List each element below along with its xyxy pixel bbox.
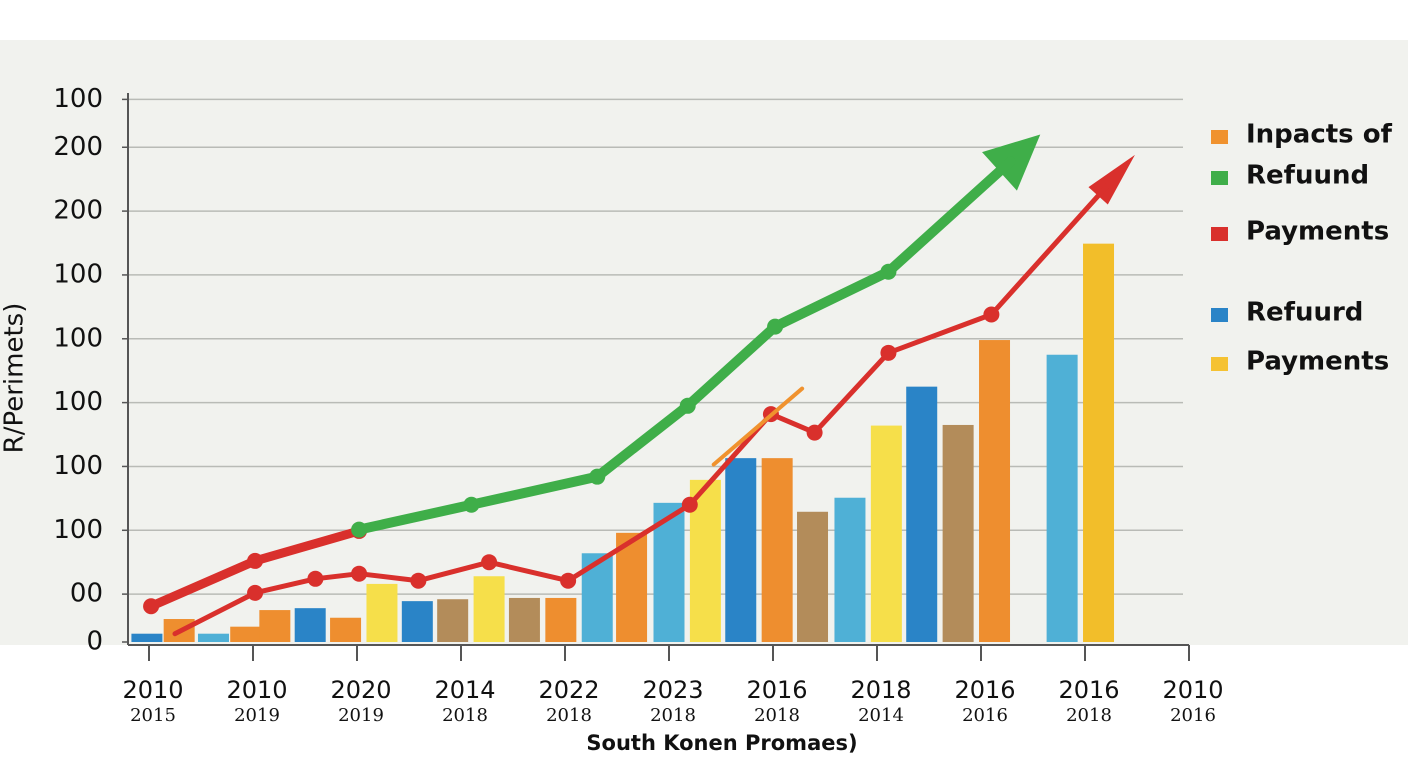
line-marker [560,572,577,589]
x-tick-sublabel: 2018 [442,705,488,726]
legend-swatch [1211,130,1228,144]
line-marker [247,552,264,569]
bar [797,511,829,642]
bar [725,458,757,642]
x-tick-label: 2010 [1162,676,1223,704]
line-marker [351,521,368,538]
line-marker [410,572,427,589]
bar [437,599,469,642]
y-tick-label: 100 [53,84,103,114]
bar [330,617,362,642]
bar [473,576,505,642]
bar [508,597,540,642]
x-tick-sublabel: 2019 [338,705,384,726]
x-tick-sublabel: 2016 [1170,705,1216,726]
x-axis-title: South Konen Promaes) [586,731,857,755]
bar [834,497,866,642]
y-tick-label: 100 [53,387,103,417]
y-tick-label: 100 [53,323,103,353]
bar [294,608,326,642]
y-axis-title: R/Perimets) [0,303,30,454]
bar [230,626,262,642]
x-tick-label: 2023 [642,676,703,704]
x-tick-label: 2010 [226,676,287,704]
line-marker [589,468,606,485]
y-tick-label: 00 [70,579,103,609]
legend-swatch [1211,227,1228,241]
bar [870,425,902,642]
y-tick-label: 0 [86,627,103,657]
y-tick-label: 100 [53,515,103,545]
x-tick-sublabel: 2016 [962,705,1008,726]
x-tick-label: 2020 [330,676,391,704]
y-tick-label: 100 [53,451,103,481]
line-marker [880,344,897,361]
bar [761,458,793,642]
line-marker [247,584,264,601]
legend-swatch [1211,308,1228,322]
x-tick-sublabel: 2018 [650,705,696,726]
line-marker [806,424,823,441]
x-tick-sublabel: 2015 [130,705,176,726]
bar [616,532,648,642]
legend-label: Refuund [1246,161,1369,191]
x-tick-sublabel: 2019 [234,705,280,726]
line-marker [143,598,160,615]
bar [131,633,163,642]
line [711,386,805,467]
line-marker [307,570,324,587]
line-marker [767,318,784,335]
line-marker [351,565,368,582]
line-marker [679,397,696,414]
legend-swatch [1211,171,1228,185]
legend-label: Refuurd [1246,298,1363,328]
x-tick-label: 2016 [746,676,807,704]
bar [259,610,291,642]
bar [942,424,974,642]
x-tick-label: 2016 [1058,676,1119,704]
legend-label: Inpacts of [1246,120,1393,150]
line-marker [880,263,897,280]
line-marker [681,496,698,513]
x-tick-sublabel: 2018 [546,705,592,726]
x-tick-sublabel: 2018 [754,705,800,726]
y-tick-label: 200 [53,196,103,226]
line-marker [481,554,498,571]
x-tick-label: 2010 [122,676,183,704]
bar [197,633,229,642]
bar [545,597,577,642]
y-tick-label: 200 [53,132,103,162]
y-tick-label: 100 [53,259,103,289]
bar [906,386,938,642]
legend-label: Payments [1246,217,1389,247]
x-tick-label: 2018 [850,676,911,704]
x-tick-label: 2022 [538,676,599,704]
legend-label: Payments [1246,347,1389,377]
line-marker [983,306,1000,323]
bar [366,583,398,642]
bar [979,340,1011,642]
legend-swatch [1211,357,1228,371]
x-tick-sublabel: 2018 [1066,705,1112,726]
bar [401,601,433,642]
bar [1046,354,1078,642]
bar [1083,243,1115,642]
x-tick-sublabel: 2014 [858,705,904,726]
x-tick-label: 2014 [434,676,495,704]
line-marker [463,496,480,513]
x-tick-label: 2016 [954,676,1015,704]
